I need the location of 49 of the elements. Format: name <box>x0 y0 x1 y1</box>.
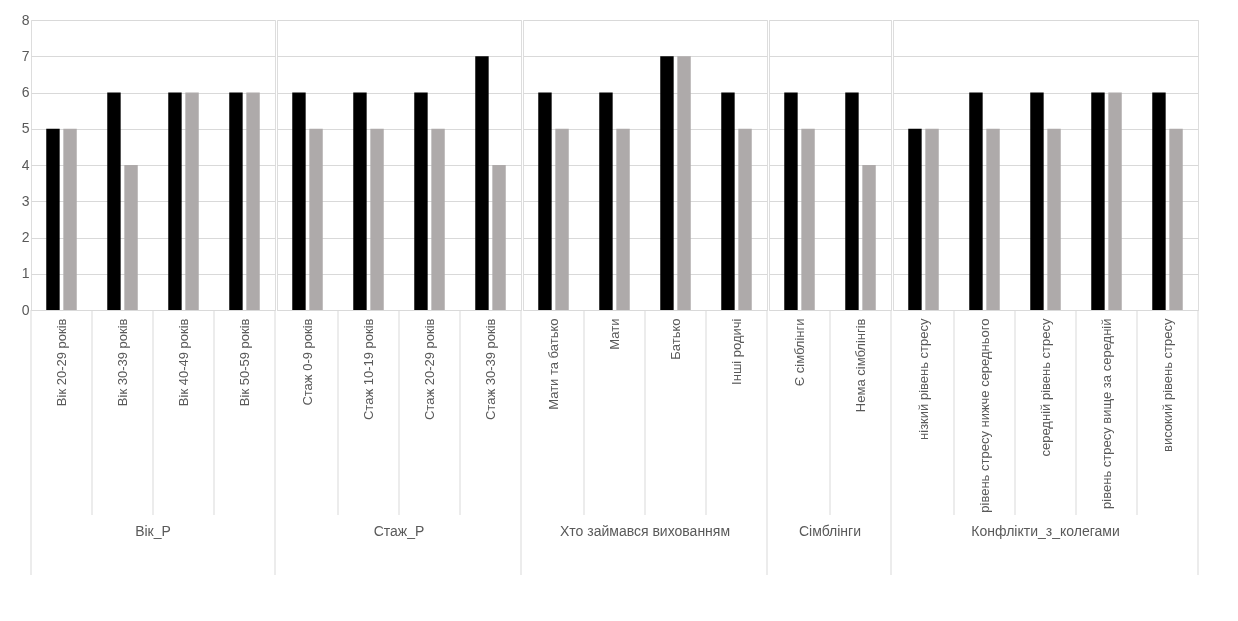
x-tick-label: Вік 50-59 років <box>237 318 252 407</box>
bar <box>46 128 60 310</box>
bar <box>107 92 121 310</box>
x-tick-label: Інші родичі <box>729 318 744 385</box>
y-tick-label: 6 <box>21 84 30 100</box>
bar <box>475 56 489 310</box>
x-tick-label: нізкий рівень стресу <box>916 318 931 440</box>
x-tick-label: Мати та батько <box>546 318 561 410</box>
x-axis-title: Вік_Р <box>135 523 171 539</box>
x-tick-label: Мати <box>607 318 622 350</box>
y-tick-label: 1 <box>21 265 30 282</box>
x-tick-label: Нема сімблінгів <box>853 318 868 413</box>
y-tick-label: 4 <box>21 156 30 173</box>
x-tick-label: Є сімблінги <box>792 318 807 387</box>
x-axis-title: Конфлікти_з_колегами <box>971 523 1120 539</box>
bar <box>246 92 260 310</box>
x-tick-label: Вік 20-29 років <box>54 318 69 407</box>
x-tick-label: Стаж 10-19 років <box>361 318 376 421</box>
x-tick-label: середній рівень стресу <box>1038 318 1053 457</box>
bar <box>353 92 367 310</box>
y-tick-label: 3 <box>21 192 30 209</box>
x-tick-label: Стаж 20-29 років <box>422 318 437 421</box>
bar <box>185 92 199 310</box>
x-tick-label: Батько <box>668 318 683 360</box>
x-tick-label: високий рівень стресу <box>1160 318 1175 452</box>
bar <box>124 165 138 310</box>
x-tick-label: Стаж 0-9 років <box>300 318 315 406</box>
bar <box>370 128 384 310</box>
y-tick-label: 8 <box>21 11 30 28</box>
x-tick-label: Стаж 30-39 років <box>483 318 498 421</box>
bar <box>168 92 182 310</box>
x-tick-label: Вік 30-39 років <box>115 318 130 407</box>
x-tick-label: рівень стресу вище за середній <box>1099 318 1114 509</box>
y-tick-label: 7 <box>21 47 30 64</box>
x-tick-label: Вік 40-49 років <box>176 318 191 407</box>
bar <box>431 128 445 310</box>
y-tick-label: 2 <box>21 229 30 245</box>
y-tick-label: 0 <box>21 301 30 318</box>
y-tick-label: 5 <box>21 120 30 137</box>
bar <box>292 92 306 310</box>
bar <box>63 128 77 310</box>
bar <box>492 165 506 310</box>
x-tick-label: рівень стресу нижче середнього <box>977 318 992 513</box>
x-axis-title: Стаж_Р <box>373 523 425 539</box>
bar <box>309 128 323 310</box>
bar <box>229 92 243 310</box>
bar <box>414 92 428 310</box>
x-axis-title: Сімблінги <box>798 523 862 539</box>
x-axis-title: Хто займався вихованням <box>559 523 731 539</box>
